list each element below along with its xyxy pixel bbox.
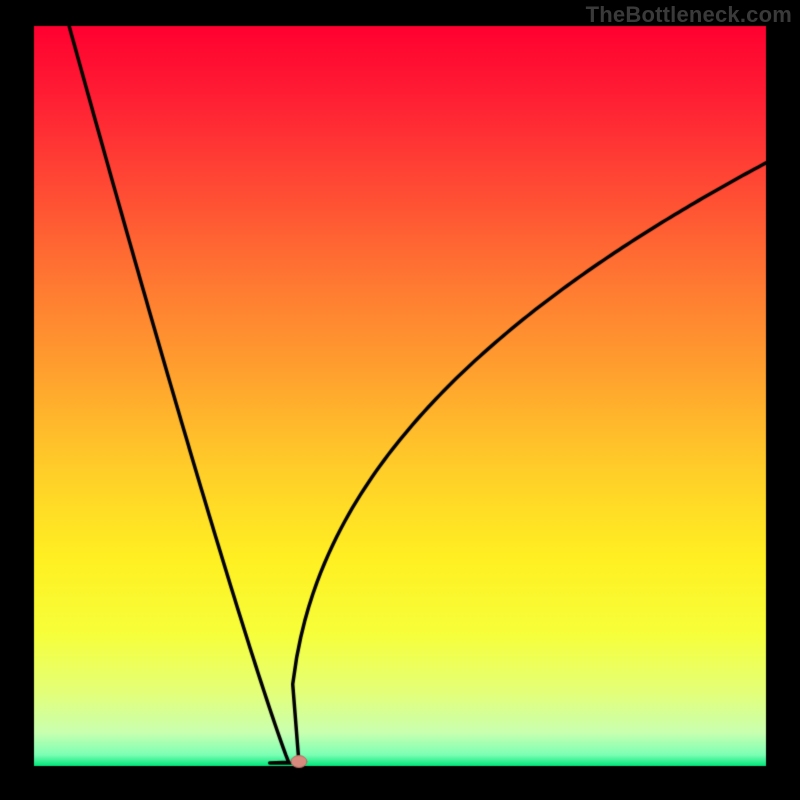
- chart-container: TheBottleneck.com: [0, 0, 800, 800]
- watermark-text: TheBottleneck.com: [586, 2, 792, 28]
- bottleneck-chart-canvas: [0, 0, 800, 800]
